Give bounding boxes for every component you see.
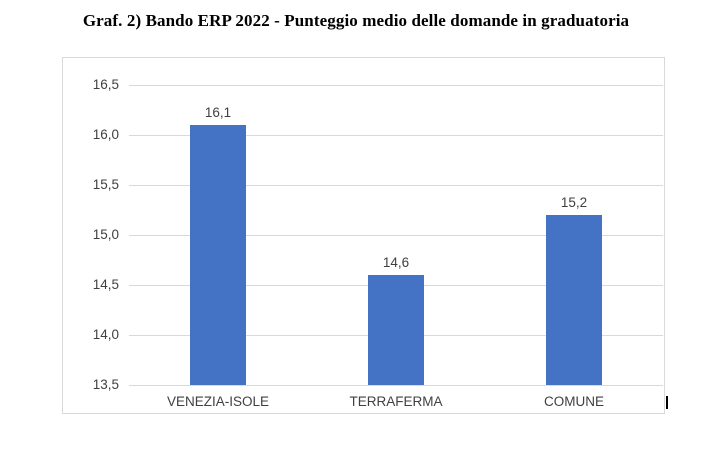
x-category-label: VENEZIA-ISOLE bbox=[166, 394, 270, 409]
chart: 16,5 16,0 15,5 15,0 14,5 14,0 13,5 16,1 14,6 15,… bbox=[62, 57, 665, 414]
y-tick-label: 13,5 bbox=[92, 377, 119, 392]
bar-comune bbox=[546, 215, 602, 385]
bar-terraferma bbox=[368, 275, 424, 385]
gridline bbox=[129, 185, 663, 186]
x-axis: VENEZIA-ISOLE TERRAFERMA COMUNE bbox=[129, 392, 663, 412]
y-tick-label: 15,5 bbox=[92, 177, 119, 192]
gridline bbox=[129, 235, 663, 236]
y-tick-label: 16,5 bbox=[92, 77, 119, 92]
y-tick-label: 14,5 bbox=[92, 277, 119, 292]
y-tick-label: 15,0 bbox=[92, 227, 119, 242]
plot-area: 16,1 14,6 15,2 bbox=[129, 85, 663, 386]
bar-value-label: 14,6 bbox=[382, 255, 410, 270]
x-category-label: COMUNE bbox=[544, 394, 604, 409]
gridline bbox=[129, 85, 663, 86]
gridline bbox=[129, 385, 663, 386]
gridline bbox=[129, 135, 663, 136]
bar-value-label: 16,1 bbox=[204, 105, 232, 120]
chart-title: Graf. 2) Bando ERP 2022 - Punteggio medi… bbox=[82, 11, 630, 30]
y-tick-label: 14,0 bbox=[92, 327, 119, 342]
text-cursor bbox=[666, 396, 668, 409]
x-category-label: TERRAFERMA bbox=[349, 394, 443, 409]
y-tick-label: 16,0 bbox=[92, 127, 119, 142]
bar-value-label: 15,2 bbox=[560, 195, 588, 210]
y-axis: 16,5 16,0 15,5 15,0 14,5 14,0 13,5 bbox=[63, 77, 123, 392]
bar-venezia-isole bbox=[190, 125, 246, 385]
